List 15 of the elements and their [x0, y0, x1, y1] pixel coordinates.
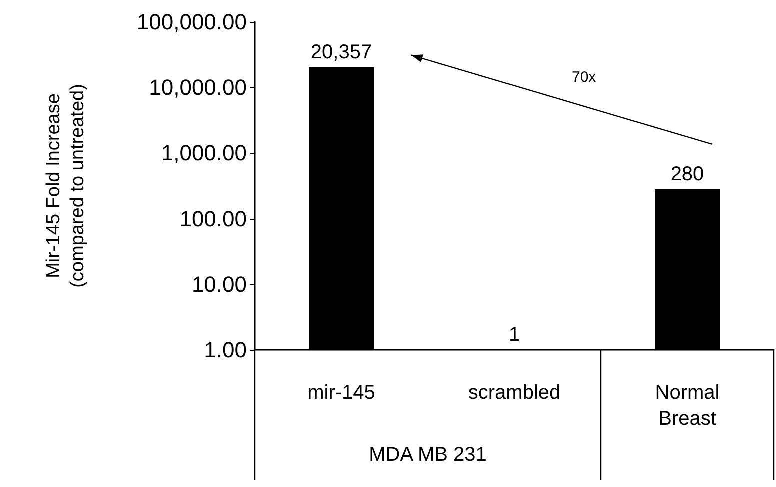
- y-tick-label: 1.00: [204, 338, 247, 362]
- x-tick-label: scrambled: [468, 382, 561, 404]
- y-tick-label: 1,000.00: [161, 140, 247, 166]
- y-tick-label: 100,000.00: [136, 10, 247, 34]
- y-axis-title: Mir-145 Fold Increase (compared to untreated): [44, 84, 88, 288]
- text: MDA MB 231: [369, 444, 487, 466]
- data-label: 280: [670, 163, 704, 186]
- x-tick-label: mir-145: [308, 382, 376, 404]
- data-label: 1: [508, 324, 520, 346]
- y-tick-label: 10.00: [192, 272, 247, 297]
- data-label: 20,357: [310, 41, 372, 64]
- y-tick-label: 100.00: [180, 206, 247, 232]
- x-tick-label: Normal Breast: [655, 382, 720, 430]
- annotation: 70x: [572, 68, 597, 86]
- y-tick-label: 10,000.00: [149, 75, 247, 100]
